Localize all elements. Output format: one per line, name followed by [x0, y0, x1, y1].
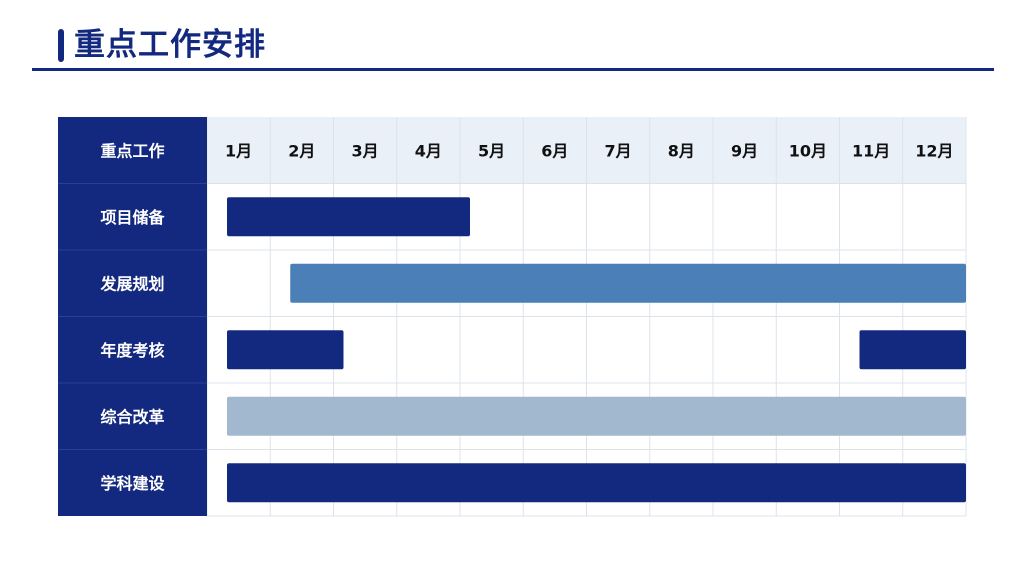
task-name-label: 发展规划: [99, 274, 164, 293]
month-label: 12月: [915, 141, 953, 160]
title-accent-bar: [58, 29, 64, 62]
title-underline: [32, 68, 994, 71]
task-name-label: 综合改革: [100, 407, 164, 426]
month-label: 3月: [352, 141, 379, 160]
task-bar: [227, 463, 966, 503]
task-name-label: 年度考核: [100, 341, 164, 360]
page-title: 重点工作安排: [74, 27, 266, 63]
month-label: 11月: [852, 141, 890, 160]
month-label: 4月: [415, 141, 442, 160]
month-label: 1月: [225, 141, 252, 160]
task-bar: [290, 263, 966, 303]
task-name-label: 项目储备: [100, 208, 165, 227]
month-label: 5月: [478, 141, 505, 160]
task-bar: [227, 396, 966, 436]
month-label: 9月: [731, 141, 758, 160]
month-label: 7月: [605, 141, 632, 160]
month-label: 6月: [541, 141, 568, 160]
task-bar: [859, 330, 966, 370]
row-header-label: 重点工作: [100, 141, 164, 160]
month-label: 10月: [789, 141, 827, 160]
month-label: 8月: [668, 141, 695, 160]
task-bar: [227, 197, 470, 237]
task-bar: [227, 330, 344, 370]
task-name-label: 学科建设: [100, 474, 165, 493]
month-label: 2月: [288, 141, 315, 160]
